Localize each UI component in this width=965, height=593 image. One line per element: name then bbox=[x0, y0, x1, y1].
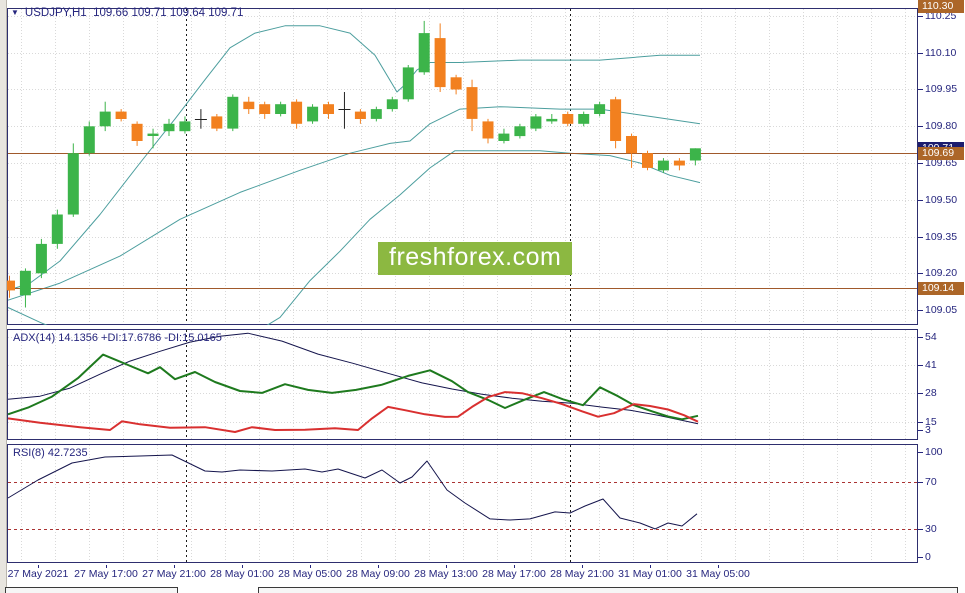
rsi-indicator-label: RSI(8) 42.7235 bbox=[13, 447, 88, 459]
price-axis-label: 3 bbox=[918, 424, 931, 436]
chart-title: ▼ USDJPY,H1 109.66 109.71 109.64 109.71 bbox=[11, 7, 243, 19]
window-edge bbox=[0, 0, 7, 593]
price-axis-label: 70 bbox=[918, 476, 937, 488]
price-axis-label: 0 bbox=[918, 551, 931, 563]
price-axis-label: 28 bbox=[918, 387, 937, 399]
price-axis[interactable]: 110.25 110.10 109.95 109.80 109.65 109.50 109.… bbox=[917, 0, 965, 593]
background-window-edge bbox=[258, 587, 958, 593]
candles bbox=[7, 20, 701, 308]
price-axis-label: 15 bbox=[918, 416, 937, 428]
time-axis-label: 28 May 17:00 bbox=[482, 568, 546, 580]
price-badge: 109.14 bbox=[918, 282, 964, 295]
time-axis-label: 28 May 09:00 bbox=[346, 568, 410, 580]
time-axis-label: 31 May 01:00 bbox=[618, 568, 682, 580]
time-axis-tick bbox=[514, 565, 515, 568]
time-axis-label: 28 May 13:00 bbox=[414, 568, 478, 580]
time-axis-tick bbox=[718, 565, 719, 568]
symbol-dropdown-arrow-icon[interactable]: ▼ bbox=[11, 8, 19, 17]
bollinger-lower-band bbox=[7, 150, 701, 325]
price-axis-label: 109.80 bbox=[917, 120, 958, 132]
adx-indicator-pane[interactable] bbox=[7, 329, 918, 440]
price-axis-label: 109.95 bbox=[917, 83, 958, 95]
time-axis-tick bbox=[582, 565, 583, 568]
time-axis-tick bbox=[378, 565, 379, 568]
time-axis-label: 28 May 01:00 bbox=[210, 568, 274, 580]
broker-watermark: freshforex.com bbox=[378, 242, 573, 275]
price-axis-label: 110.10 bbox=[917, 47, 957, 59]
price-axis-label: 30 bbox=[918, 523, 937, 535]
minus-di-line bbox=[7, 391, 699, 433]
price-axis-label: 109.50 bbox=[917, 194, 958, 206]
bollinger-middle-band bbox=[7, 106, 701, 301]
main-price-chart-pane[interactable] bbox=[7, 8, 918, 325]
time-axis-label: 28 May 05:00 bbox=[278, 568, 342, 580]
price-axis-label: 109.35 bbox=[917, 231, 958, 243]
price-axis-label: 100 bbox=[918, 446, 943, 458]
adx-indicator-label: ADX(14) 14.1356 +DI:17.6786 -DI:15.0165 bbox=[13, 332, 222, 344]
plus-di-line bbox=[7, 353, 699, 421]
time-axis-label: 27 May 21:00 bbox=[142, 568, 206, 580]
time-axis-label: 27 May 17:00 bbox=[74, 568, 138, 580]
price-axis-label: 54 bbox=[918, 331, 937, 343]
rsi-indicator-pane[interactable] bbox=[7, 444, 918, 563]
price-axis-label: 109.65 bbox=[917, 157, 958, 169]
time-axis-tick bbox=[174, 565, 175, 568]
time-axis-label: 28 May 21:00 bbox=[550, 568, 614, 580]
price-axis-label: 109.20 bbox=[917, 267, 958, 279]
price-badge: 109.69 bbox=[918, 147, 964, 160]
price-axis-label: 41 bbox=[918, 359, 937, 371]
time-axis-tick bbox=[650, 565, 651, 568]
time-axis-tick bbox=[310, 565, 311, 568]
background-window-edge bbox=[5, 587, 178, 593]
time-axis-label: 27 May 2021 bbox=[7, 568, 69, 580]
rsi-line bbox=[7, 454, 698, 530]
time-axis-tick bbox=[242, 565, 243, 568]
time-axis[interactable]: 27 May 2021 27 May 17:00 27 May 21:00 28 Ma… bbox=[0, 565, 965, 585]
time-axis-label: 31 May 05:00 bbox=[686, 568, 750, 580]
time-axis-tick bbox=[106, 565, 107, 568]
symbol-ohlc-label: USDJPY,H1 109.66 109.71 109.64 109.71 bbox=[24, 7, 244, 19]
bollinger-upper-band bbox=[7, 25, 700, 291]
bollinger-bands bbox=[7, 25, 701, 325]
price-axis-label: 109.05 bbox=[917, 304, 958, 316]
price-axis-label: 110.25 bbox=[917, 10, 957, 22]
time-axis-tick bbox=[38, 565, 39, 568]
time-axis-tick bbox=[446, 565, 447, 568]
price-badge: 110.30 bbox=[918, 0, 964, 13]
